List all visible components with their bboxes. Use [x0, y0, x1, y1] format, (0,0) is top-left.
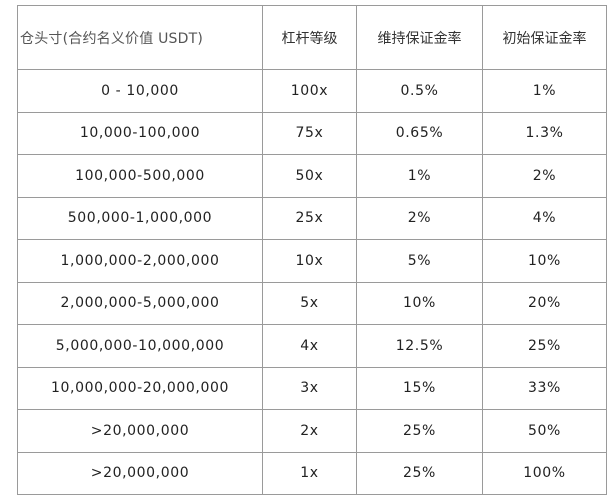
- cell-maintenance-margin: 0.65%: [356, 111, 483, 155]
- table-row: 1,000,000-2,000,000 10x 5% 10%: [17, 239, 607, 283]
- cell-leverage: 50x: [262, 154, 357, 198]
- header-initial-margin-rate: 初始保证金率: [482, 5, 607, 70]
- cell-leverage: 25x: [262, 196, 357, 240]
- cell-leverage: 4x: [262, 324, 357, 368]
- table-row: 0 - 10,000 100x 0.5% 1%: [17, 69, 607, 113]
- cell-maintenance-margin: 12.5%: [356, 324, 483, 368]
- cell-initial-margin: 2%: [482, 154, 607, 198]
- cell-leverage: 5x: [262, 281, 357, 325]
- cell-initial-margin: 50%: [482, 409, 607, 453]
- cell-maintenance-margin: 25%: [356, 451, 483, 495]
- cell-position-value: 0 - 10,000: [17, 69, 263, 113]
- cell-leverage: 1x: [262, 451, 357, 495]
- table-row: >20,000,000 1x 25% 100%: [17, 451, 607, 495]
- cell-position-value: 10,000-100,000: [17, 111, 263, 155]
- table-row: 10,000,000-20,000,000 3x 15% 33%: [17, 366, 607, 410]
- header-position-value: 仓头寸(合约名义价值 USDT): [17, 5, 263, 70]
- header-leverage-tier: 杠杆等级: [262, 5, 357, 70]
- table-row: >20,000,000 2x 25% 50%: [17, 409, 607, 453]
- cell-position-value: >20,000,000: [17, 451, 263, 495]
- cell-maintenance-margin: 5%: [356, 239, 483, 283]
- cell-initial-margin: 10%: [482, 239, 607, 283]
- cell-leverage: 2x: [262, 409, 357, 453]
- cell-position-value: 1,000,000-2,000,000: [17, 239, 263, 283]
- cell-initial-margin: 20%: [482, 281, 607, 325]
- cell-maintenance-margin: 15%: [356, 366, 483, 410]
- cell-position-value: 500,000-1,000,000: [17, 196, 263, 240]
- cell-initial-margin: 1.3%: [482, 111, 607, 155]
- cell-maintenance-margin: 2%: [356, 196, 483, 240]
- table-row: 100,000-500,000 50x 1% 2%: [17, 154, 607, 198]
- table-row: 2,000,000-5,000,000 5x 10% 20%: [17, 281, 607, 325]
- cell-maintenance-margin: 10%: [356, 281, 483, 325]
- cell-maintenance-margin: 25%: [356, 409, 483, 453]
- table-row: 500,000-1,000,000 25x 2% 4%: [17, 196, 607, 240]
- cell-initial-margin: 100%: [482, 451, 607, 495]
- cell-maintenance-margin: 0.5%: [356, 69, 483, 113]
- table-header-row: 仓头寸(合约名义价值 USDT) 杠杆等级 维持保证金率 初始保证金率: [17, 5, 607, 70]
- cell-leverage: 3x: [262, 366, 357, 410]
- cell-leverage: 75x: [262, 111, 357, 155]
- cell-leverage: 100x: [262, 69, 357, 113]
- cell-initial-margin: 4%: [482, 196, 607, 240]
- cell-position-value: 5,000,000-10,000,000: [17, 324, 263, 368]
- cell-leverage: 10x: [262, 239, 357, 283]
- cell-position-value: 10,000,000-20,000,000: [17, 366, 263, 410]
- table-row: 10,000-100,000 75x 0.65% 1.3%: [17, 111, 607, 155]
- cell-initial-margin: 33%: [482, 366, 607, 410]
- header-maintenance-margin-rate: 维持保证金率: [356, 5, 483, 70]
- cell-position-value: 2,000,000-5,000,000: [17, 281, 263, 325]
- cell-initial-margin: 25%: [482, 324, 607, 368]
- table-row: 5,000,000-10,000,000 4x 12.5% 25%: [17, 324, 607, 368]
- leverage-tier-table: 仓头寸(合约名义价值 USDT) 杠杆等级 维持保证金率 初始保证金率 0 - …: [17, 5, 607, 495]
- cell-initial-margin: 1%: [482, 69, 607, 113]
- cell-maintenance-margin: 1%: [356, 154, 483, 198]
- cell-position-value: >20,000,000: [17, 409, 263, 453]
- cell-position-value: 100,000-500,000: [17, 154, 263, 198]
